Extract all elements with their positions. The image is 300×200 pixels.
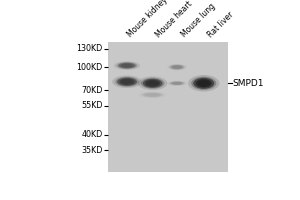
Text: 130KD: 130KD	[76, 44, 103, 53]
Ellipse shape	[174, 82, 180, 84]
Ellipse shape	[169, 65, 185, 70]
Ellipse shape	[171, 82, 183, 85]
Text: Rat liver: Rat liver	[206, 10, 235, 39]
Ellipse shape	[117, 78, 137, 86]
Text: 100KD: 100KD	[76, 63, 103, 72]
Ellipse shape	[121, 63, 134, 68]
Ellipse shape	[172, 82, 182, 85]
Ellipse shape	[167, 81, 187, 86]
Ellipse shape	[148, 94, 157, 96]
Ellipse shape	[143, 79, 163, 88]
Text: 40KD: 40KD	[81, 130, 103, 139]
Text: 55KD: 55KD	[81, 101, 103, 110]
Ellipse shape	[196, 79, 212, 87]
Ellipse shape	[112, 75, 142, 88]
Ellipse shape	[122, 80, 132, 84]
Ellipse shape	[115, 77, 139, 87]
Ellipse shape	[191, 77, 216, 90]
Bar	[108, 42, 228, 172]
Ellipse shape	[120, 79, 134, 85]
Ellipse shape	[138, 76, 167, 90]
Text: 35KD: 35KD	[81, 146, 103, 155]
Ellipse shape	[145, 80, 160, 87]
Text: SMPD1: SMPD1	[233, 79, 264, 88]
Ellipse shape	[141, 92, 164, 97]
Ellipse shape	[172, 66, 182, 69]
Ellipse shape	[123, 64, 131, 67]
Ellipse shape	[188, 75, 219, 92]
Ellipse shape	[148, 81, 158, 86]
Ellipse shape	[169, 81, 185, 85]
Ellipse shape	[146, 93, 160, 96]
Ellipse shape	[167, 64, 187, 70]
Text: Mouse heart: Mouse heart	[154, 0, 194, 39]
Ellipse shape	[171, 65, 183, 69]
Ellipse shape	[116, 62, 137, 69]
Ellipse shape	[143, 93, 162, 97]
Ellipse shape	[118, 63, 136, 69]
Ellipse shape	[199, 81, 209, 86]
Ellipse shape	[141, 78, 164, 89]
Text: Mouse lung: Mouse lung	[179, 2, 217, 39]
Text: Mouse kidney: Mouse kidney	[126, 0, 170, 39]
Text: 70KD: 70KD	[81, 86, 103, 95]
Ellipse shape	[174, 66, 180, 68]
Ellipse shape	[193, 78, 214, 89]
Ellipse shape	[139, 92, 166, 98]
Ellipse shape	[114, 61, 140, 70]
